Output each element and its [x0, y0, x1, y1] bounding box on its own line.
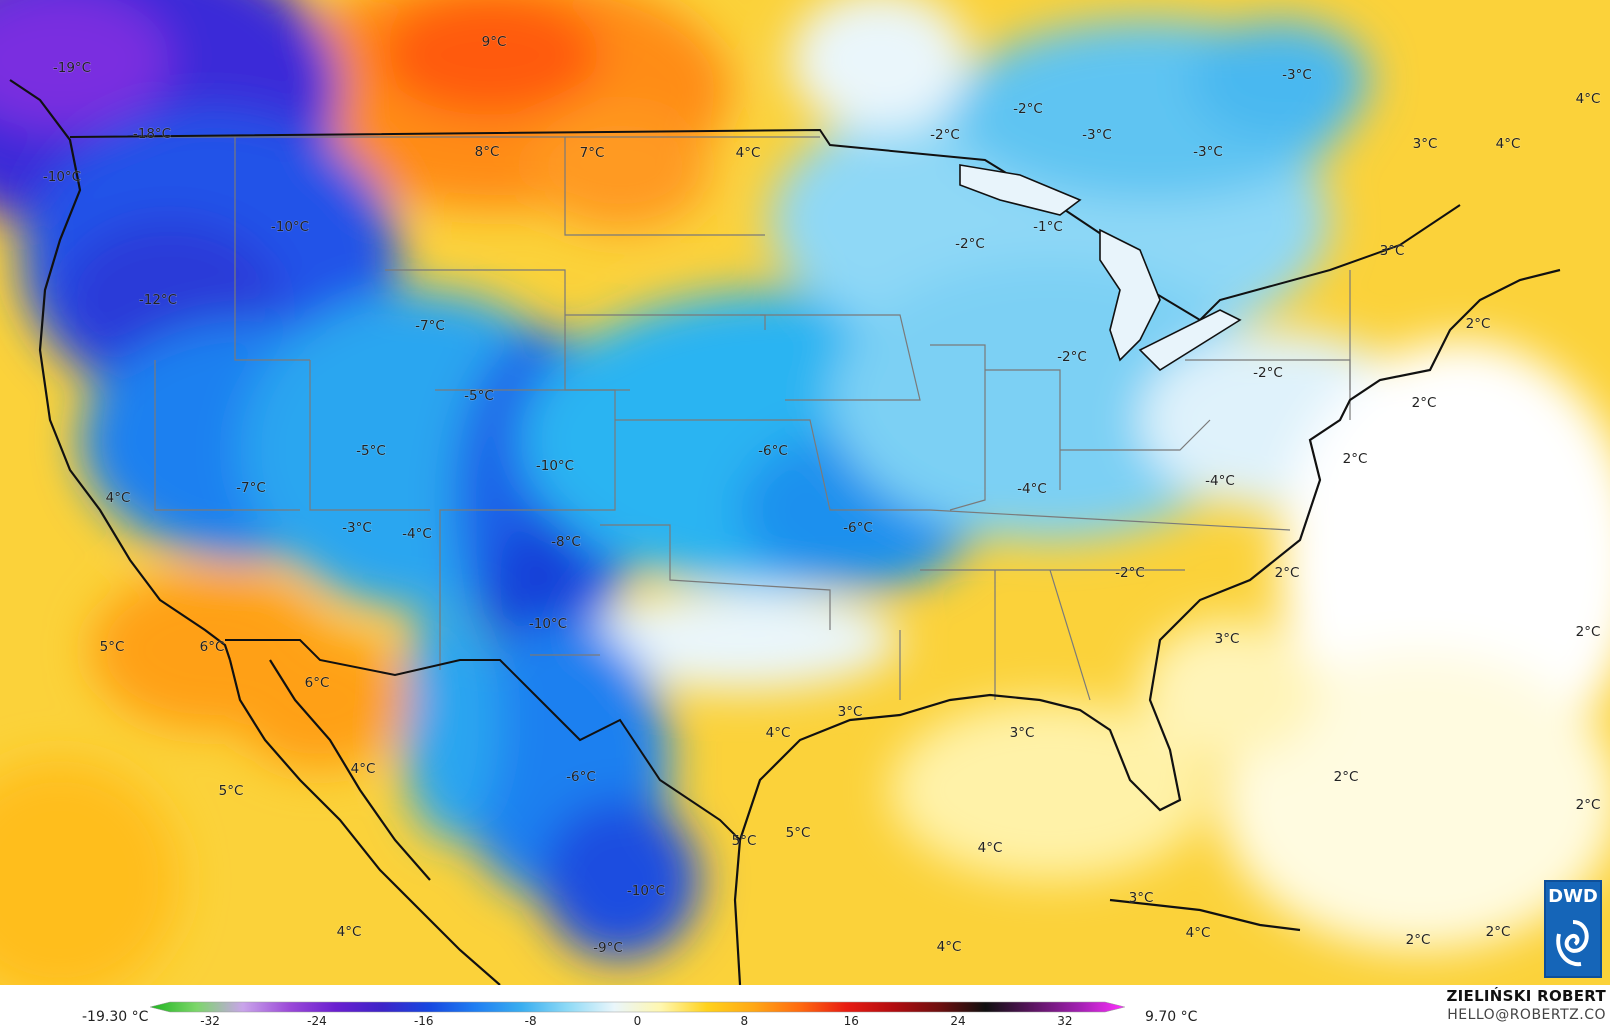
colorbar-tick-label: 32 — [1057, 1014, 1072, 1028]
temperature-label: 3°C — [1010, 725, 1035, 741]
temperature-label: 2°C — [1406, 932, 1431, 948]
temperature-label: 4°C — [1186, 925, 1211, 941]
coastline — [9, 79, 1561, 985]
colorbar-gradient — [150, 1001, 1125, 1013]
temperature-label: 2°C — [1275, 565, 1300, 581]
temperature-label: -2°C — [1057, 349, 1087, 365]
swirl-icon — [1556, 920, 1589, 967]
temperature-label: 7°C — [580, 145, 605, 161]
colorbar-tick-label: 24 — [950, 1014, 965, 1028]
temperature-label: -10°C — [627, 883, 665, 899]
temperature-labels: -19°C -18°C -10°C -10°C -12°C 9°C 8°C 7°C 4°C -2°… — [42, 34, 1601, 957]
temperature-label: 4°C — [106, 490, 131, 506]
temperature-label: -4°C — [1205, 473, 1235, 489]
temperature-label: -7°C — [236, 480, 266, 496]
temperature-label: 2°C — [1576, 797, 1601, 813]
temperature-label: -4°C — [402, 526, 432, 542]
temperature-label: -1°C — [1033, 219, 1063, 235]
temperature-label: -6°C — [758, 443, 788, 459]
state-borders — [80, 136, 1351, 701]
author-email: HELLO@ROBERTZ.CO — [1447, 1007, 1606, 1023]
temperature-label: -3°C — [1082, 127, 1112, 143]
temperature-label: 5°C — [219, 783, 244, 799]
temperature-label: -2°C — [955, 236, 985, 252]
temperature-label: -19°C — [53, 60, 91, 76]
temperature-label: 5°C — [100, 639, 125, 655]
temperature-label: -3°C — [342, 520, 372, 536]
temperature-label: 2°C — [1576, 624, 1601, 640]
temperature-label: 4°C — [1496, 136, 1521, 152]
temperature-label: -10°C — [43, 169, 81, 185]
temperature-label: 4°C — [766, 725, 791, 741]
temperature-label: -10°C — [271, 219, 309, 235]
colorbar: -32 -24 -16 -8 0 8 16 24 32 — [150, 1001, 1125, 1028]
temperature-label: 4°C — [1576, 91, 1601, 107]
colorbar-tick-label: -32 — [200, 1014, 220, 1028]
temperature-label: 6°C — [200, 639, 225, 655]
temperature-label: -12°C — [139, 292, 177, 308]
temperature-label: -8°C — [551, 534, 581, 550]
temperature-label: 3°C — [1215, 631, 1240, 647]
temperature-label: -5°C — [356, 443, 386, 459]
colorbar-tick-label: -16 — [414, 1014, 434, 1028]
colorbar-tick-label: 8 — [741, 1014, 749, 1028]
dwd-logo-text: DWD — [1548, 886, 1598, 907]
temperature-label: -3°C — [1193, 144, 1223, 160]
temperature-label: -6°C — [843, 520, 873, 536]
temperature-label: 6°C — [305, 675, 330, 691]
temperature-label: -2°C — [1115, 565, 1145, 581]
great-lakes — [959, 164, 1242, 372]
temperature-label: 2°C — [1486, 924, 1511, 940]
temperature-label: 3°C — [1129, 890, 1154, 906]
temperature-label: -5°C — [464, 388, 494, 404]
temperature-label: 5°C — [732, 833, 757, 849]
temperature-label: 3°C — [1380, 243, 1405, 259]
legend-min-label: -19.30 °C — [82, 1009, 149, 1025]
temperature-label: 8°C — [475, 144, 500, 160]
temperature-label: 2°C — [1343, 451, 1368, 467]
colorbar-tick-label: -8 — [525, 1014, 537, 1028]
temperature-label: 4°C — [736, 145, 761, 161]
temperature-field — [0, 0, 1610, 985]
legend-max-label: 9.70 °C — [1145, 1009, 1198, 1025]
dwd-logo: DWD — [1544, 880, 1602, 978]
temperature-label: -6°C — [566, 769, 596, 785]
temperature-label: 2°C — [1334, 769, 1359, 785]
temperature-label: 4°C — [337, 924, 362, 940]
temperature-label: -9°C — [593, 940, 623, 956]
temperature-label: -18°C — [133, 126, 171, 142]
temperature-label: -2°C — [1013, 101, 1043, 117]
temperature-label: -2°C — [930, 127, 960, 143]
temperature-label: -2°C — [1253, 365, 1283, 381]
colorbar-tick-label: 0 — [634, 1014, 642, 1028]
temperature-label: 2°C — [1466, 316, 1491, 332]
temperature-label: 4°C — [937, 939, 962, 955]
temperature-label: -7°C — [415, 318, 445, 334]
author-name: ZIELIŃSKI ROBERT — [1446, 987, 1606, 1005]
temperature-label: -4°C — [1017, 481, 1047, 497]
temperature-label: -10°C — [529, 616, 567, 632]
temperature-map: -19°C -18°C -10°C -10°C -12°C 9°C 8°C 7°C 4°C -2°… — [0, 0, 1610, 985]
temperature-label: 9°C — [482, 34, 507, 50]
temperature-label: 4°C — [351, 761, 376, 777]
temperature-label: -3°C — [1282, 67, 1312, 83]
temperature-label: 2°C — [1412, 395, 1437, 411]
colorbar-tick-label: -24 — [307, 1014, 327, 1028]
temperature-label: 3°C — [1413, 136, 1438, 152]
temperature-label: 5°C — [786, 825, 811, 841]
temperature-label: -10°C — [536, 458, 574, 474]
colorbar-tick-label: 16 — [844, 1014, 859, 1028]
temperature-label: 4°C — [978, 840, 1003, 856]
temperature-label: 3°C — [838, 704, 863, 720]
